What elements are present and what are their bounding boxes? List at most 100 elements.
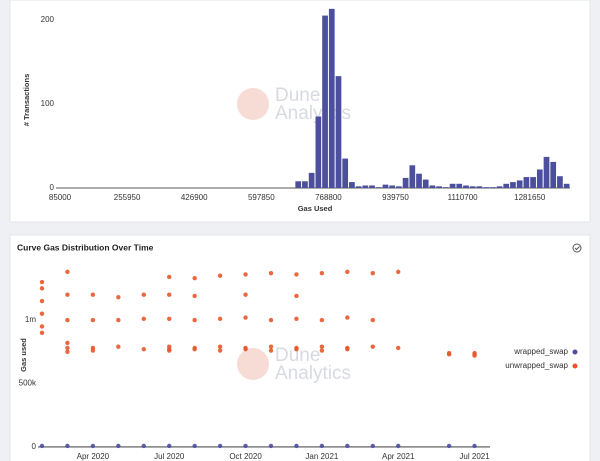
x-tick-label: Jul 2021 bbox=[459, 452, 490, 461]
point bbox=[192, 293, 197, 299]
bar bbox=[563, 183, 570, 188]
point bbox=[370, 270, 375, 276]
point bbox=[39, 443, 45, 449]
point bbox=[116, 344, 121, 349]
point bbox=[65, 345, 70, 351]
point bbox=[90, 317, 96, 323]
x-tick-label: Oct 2020 bbox=[229, 452, 262, 461]
point bbox=[294, 347, 299, 352]
point bbox=[65, 349, 70, 354]
point bbox=[396, 345, 401, 351]
bar bbox=[375, 187, 382, 188]
bar bbox=[510, 182, 516, 188]
point bbox=[167, 348, 172, 353]
point bbox=[243, 292, 248, 297]
x-tick-label: 426900 bbox=[181, 193, 208, 202]
x-tick-label: 597850 bbox=[248, 193, 275, 202]
point bbox=[141, 292, 146, 297]
point bbox=[319, 270, 325, 276]
x-tick-label: 85000 bbox=[49, 193, 72, 202]
point bbox=[167, 292, 172, 297]
bar bbox=[516, 180, 523, 188]
point bbox=[268, 317, 274, 323]
y-tick-label: 1m bbox=[25, 315, 36, 324]
point bbox=[319, 344, 325, 349]
point bbox=[39, 279, 45, 285]
point bbox=[217, 348, 223, 353]
y-tick-label: 200 bbox=[41, 15, 55, 24]
check-icon[interactable] bbox=[572, 243, 582, 253]
point bbox=[319, 443, 325, 449]
x-tick-label: Apr 2021 bbox=[382, 452, 415, 461]
bar bbox=[369, 185, 375, 188]
point bbox=[472, 353, 477, 358]
point bbox=[192, 443, 197, 449]
scatter-card bbox=[9, 234, 591, 461]
point bbox=[446, 352, 452, 357]
point bbox=[217, 443, 223, 449]
point bbox=[167, 443, 172, 449]
bar bbox=[396, 186, 402, 188]
bar bbox=[422, 179, 429, 188]
legend-label: unwrapped_swap bbox=[505, 361, 568, 370]
y-tick-label: 0 bbox=[50, 183, 55, 192]
point bbox=[294, 272, 299, 277]
point bbox=[39, 311, 45, 316]
watermark: Dune bbox=[275, 85, 320, 106]
point bbox=[268, 270, 274, 276]
point bbox=[192, 347, 197, 352]
point bbox=[141, 316, 146, 322]
bar bbox=[335, 76, 342, 188]
point bbox=[370, 443, 375, 449]
point bbox=[345, 315, 350, 320]
bar bbox=[342, 158, 349, 188]
point bbox=[141, 347, 146, 352]
chart-title: Curve Gas Distribution Over Time bbox=[17, 242, 154, 252]
point bbox=[116, 317, 121, 323]
point bbox=[243, 315, 248, 320]
bar bbox=[543, 156, 550, 188]
point bbox=[192, 317, 197, 323]
point bbox=[90, 348, 96, 353]
x-tick-label: 768800 bbox=[315, 193, 342, 202]
point bbox=[65, 269, 70, 275]
point bbox=[192, 276, 197, 281]
point bbox=[65, 443, 70, 449]
point bbox=[396, 269, 401, 275]
bar bbox=[550, 161, 557, 188]
point bbox=[141, 443, 146, 449]
point bbox=[446, 443, 452, 449]
point bbox=[243, 443, 248, 449]
watermark-logo bbox=[237, 348, 269, 380]
x-tick-label: Jan 2021 bbox=[305, 452, 338, 461]
bar bbox=[436, 186, 442, 188]
bar bbox=[349, 182, 355, 188]
bar bbox=[302, 181, 308, 188]
point bbox=[39, 330, 45, 335]
point bbox=[370, 317, 375, 323]
bar bbox=[557, 176, 563, 188]
bar bbox=[523, 177, 530, 188]
bar bbox=[456, 183, 463, 188]
y-axis-label: # Transactions bbox=[22, 74, 31, 127]
bar bbox=[308, 172, 315, 188]
bar bbox=[536, 169, 543, 188]
bar bbox=[530, 177, 536, 188]
point bbox=[294, 293, 299, 299]
point bbox=[370, 344, 375, 349]
x-tick-label: Apr 2020 bbox=[77, 452, 110, 461]
watermark: Dune bbox=[275, 345, 320, 366]
point bbox=[116, 443, 121, 449]
point bbox=[90, 292, 96, 297]
x-tick-label: 255950 bbox=[114, 193, 141, 202]
point bbox=[472, 443, 477, 449]
bar bbox=[328, 8, 335, 188]
bar bbox=[483, 187, 489, 188]
y-tick-label: 0 bbox=[32, 442, 37, 451]
bar bbox=[443, 187, 449, 188]
bar bbox=[409, 165, 416, 188]
bar bbox=[295, 181, 302, 188]
bar bbox=[389, 185, 396, 188]
point bbox=[39, 286, 45, 291]
point bbox=[345, 269, 350, 275]
